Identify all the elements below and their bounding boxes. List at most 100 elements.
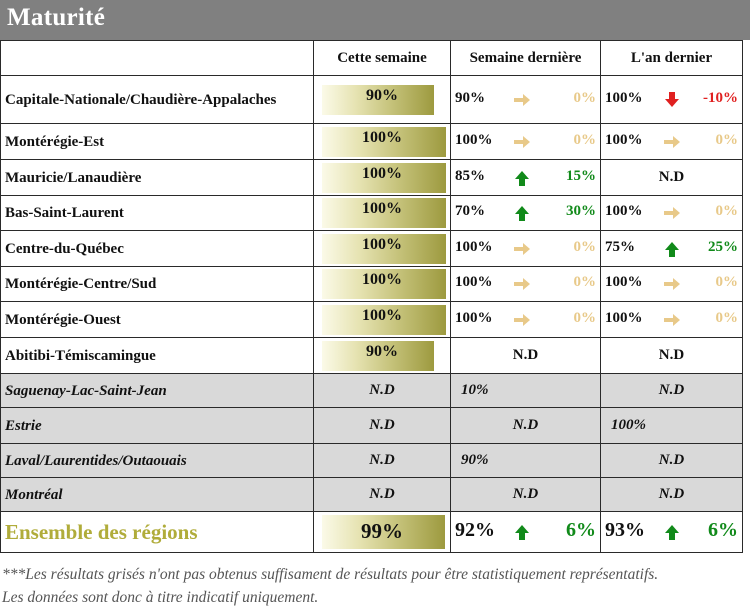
total-this-week: 99% [313, 511, 451, 553]
maturity-bar [322, 162, 446, 193]
cell-last-week: 100% 0% [450, 266, 601, 302]
last-year-value: 100% [605, 274, 643, 290]
title-bar: Maturité [0, 0, 750, 40]
page-title: Maturité [7, 4, 106, 31]
table-row: Montérégie-Est 100% 100% 0% 100% 0% [0, 123, 743, 160]
region-name: Montréal [0, 477, 314, 512]
maturity-bar [322, 198, 446, 228]
table-row: Abitibi-Témiscamingue 90% N.D N.D [0, 337, 743, 374]
cell-this-week: N.D [313, 407, 451, 444]
table-row: Montérégie-Centre/Sud 100% 100% 0% 100% 0% [0, 266, 743, 302]
last-year-value: 100% [605, 89, 643, 106]
cell-this-week: 100% [313, 301, 451, 338]
last-week-value: 90% [455, 89, 485, 106]
cell-last-week: 90% 0% [450, 75, 601, 124]
last-year-delta: -10% [703, 89, 738, 106]
cell-last-year: 100% -10% [600, 75, 743, 124]
total-last-year-delta: 6% [708, 519, 738, 541]
cell-last-year: 100% 0% [600, 195, 743, 231]
total-last-year-value: 93% [605, 519, 645, 541]
cell-last-week: 100% 0% [450, 123, 601, 160]
cell-last-year: 100% 0% [600, 301, 743, 338]
region-name: Montérégie-Est [0, 123, 314, 160]
last-year-delta: 0% [715, 131, 739, 148]
cell-last-year: 100% [600, 407, 743, 444]
trend-same-arrow-icon [661, 310, 683, 330]
last-year-value: 100% [605, 309, 643, 326]
cell-last-year: 100% 0% [600, 266, 743, 302]
table-row: Capitale-Nationale/Chaudière-Appalaches 9… [0, 75, 743, 124]
total-row: Ensemble des régions 99% 92% 6% 93% 6% [0, 511, 743, 553]
region-name: Centre-du-Québec [0, 230, 314, 267]
last-week-delta: 0% [573, 274, 597, 290]
trend-up-arrow-icon [661, 239, 683, 259]
this-week-value: 90% [366, 86, 398, 104]
last-year-value: 100% [605, 131, 643, 148]
trend-same-arrow-icon [511, 132, 533, 152]
cell-last-week: 90% [450, 443, 601, 478]
table-row: Saguenay-Lac-Saint-Jean N.D 10% N.D [0, 373, 743, 408]
maturity-bar [322, 233, 446, 264]
this-week-value: 100% [362, 271, 402, 288]
cell-last-week: 10% [450, 373, 601, 408]
trend-same-arrow-icon [661, 132, 683, 152]
cell-last-year: 75% 25% [600, 230, 743, 267]
trend-up-arrow-icon [661, 522, 683, 542]
table-row: Bas-Saint-Laurent 100% 70% 30% 100% 0% [0, 195, 743, 231]
last-year-delta: 0% [715, 203, 739, 219]
trend-same-arrow-icon [511, 310, 533, 330]
last-week-value: 100% [455, 309, 493, 326]
this-week-value: 100% [362, 235, 402, 253]
cell-last-week: N.D [450, 477, 601, 512]
table-row: Montérégie-Ouest 100% 100% 0% 100% 0% [0, 301, 743, 338]
table-row: Centre-du-Québec 100% 100% 0% 75% 25% [0, 230, 743, 267]
cell-last-year: N.D [600, 443, 743, 478]
cell-this-week: 90% [313, 75, 451, 124]
last-year-value: 75% [605, 238, 635, 255]
region-name: Montérégie-Centre/Sud [0, 266, 314, 302]
header-region [0, 40, 314, 76]
maturity-bar [322, 84, 434, 115]
maturity-bar [322, 304, 446, 335]
region-name: Abitibi-Témiscamingue [0, 337, 314, 374]
total-last-week-value: 92% [455, 519, 495, 541]
this-week-value: 100% [362, 128, 402, 146]
region-name: Mauricie/Lanaudière [0, 159, 314, 196]
cell-last-week: 100% 0% [450, 230, 601, 267]
cell-last-week: N.D [450, 407, 601, 444]
cell-this-week: 100% [313, 123, 451, 160]
trend-up-arrow-icon [511, 522, 533, 542]
trend-up-arrow-icon [511, 203, 533, 223]
cell-last-week: N.D [450, 337, 601, 374]
table-row: Montréal N.D N.D N.D [0, 477, 743, 512]
cell-this-week: 100% [313, 195, 451, 231]
header-this-week: Cette semaine [313, 40, 451, 76]
maturity-bar [322, 269, 446, 299]
last-week-value: 100% [455, 131, 493, 148]
cell-this-week: N.D [313, 373, 451, 408]
last-week-delta: 15% [566, 167, 596, 184]
region-name: Capitale-Nationale/Chaudière-Appalaches [0, 75, 314, 124]
cell-this-week: N.D [313, 477, 451, 512]
cell-last-year: N.D [600, 159, 743, 196]
last-year-delta: 25% [708, 238, 738, 255]
maturity-table: Cette semaine Semaine dernière L'an dern… [0, 40, 743, 553]
cell-this-week: 100% [313, 230, 451, 267]
cell-last-year: N.D [600, 337, 743, 374]
region-name: Montérégie-Ouest [0, 301, 314, 338]
cell-this-week: N.D [313, 443, 451, 478]
last-week-delta: 0% [573, 309, 597, 326]
region-name: Estrie [0, 407, 314, 444]
total-last-week: 92% 6% [450, 511, 601, 553]
header-last-year: L'an dernier [600, 40, 743, 76]
table-row: Laval/Laurentides/Outaouais N.D 90% N.D [0, 443, 743, 478]
last-week-value: 85% [455, 167, 485, 184]
cell-this-week: 100% [313, 266, 451, 302]
this-week-value: 100% [362, 306, 402, 324]
maturity-bar [322, 126, 446, 157]
region-name: Laval/Laurentides/Outaouais [0, 443, 314, 478]
cell-last-year: N.D [600, 373, 743, 408]
footnote-line-2: Les données sont donc à titre indicatif … [2, 589, 319, 606]
this-week-value: 90% [366, 342, 398, 360]
this-week-value: 100% [362, 200, 402, 217]
